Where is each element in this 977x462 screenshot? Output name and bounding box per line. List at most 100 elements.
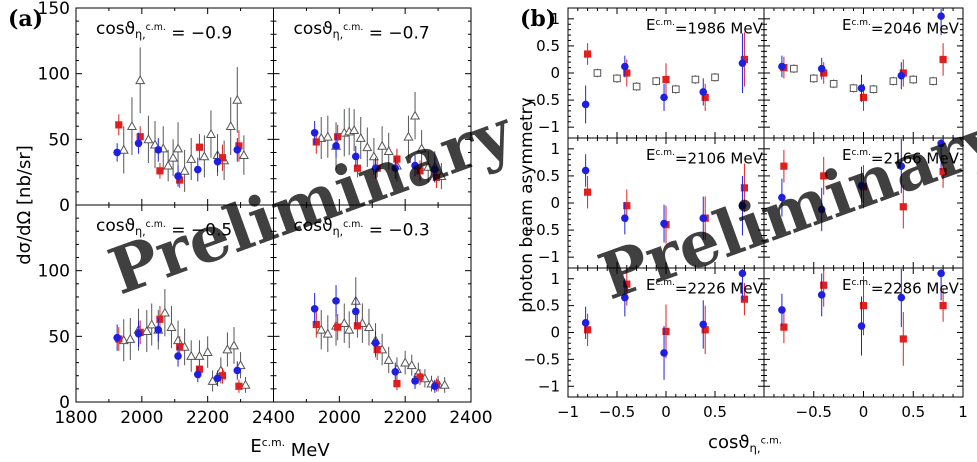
data-point-circle	[937, 269, 945, 278]
data-point-circle	[857, 181, 866, 190]
data-point-triangle	[159, 307, 170, 317]
y-tick-label: −1	[538, 118, 560, 136]
data-point-square	[939, 167, 947, 176]
data-point-triangle	[238, 149, 249, 159]
panel-b-y-axis-label: photon beam asymmetry	[517, 97, 537, 312]
data-point-open-square	[889, 77, 898, 85]
data-point-square	[218, 154, 227, 162]
data-point-square	[176, 176, 184, 184]
x-tick-label: 0.5	[901, 403, 925, 421]
data-point-circle	[897, 71, 906, 80]
data-point-circle	[778, 193, 786, 202]
y-tick-label: −1	[538, 248, 560, 266]
x-tick-label: 1	[958, 403, 968, 421]
data-layer	[113, 9, 947, 393]
data-point-circle	[897, 162, 906, 170]
data-point-open-square	[632, 82, 641, 91]
y-tick-label: 0	[550, 324, 560, 342]
x-tick-label: 2000	[318, 408, 361, 428]
data-point-triangle	[225, 120, 236, 131]
data-point-triangle	[126, 120, 138, 131]
data-point-circle	[391, 367, 400, 376]
data-point-triangle	[349, 124, 360, 134]
y-tick-label: 1	[550, 140, 560, 158]
data-point-circle	[581, 166, 590, 175]
data-point-square	[662, 327, 670, 336]
y-tick-label: 100	[38, 65, 70, 85]
subplot-b-2	[778, 9, 947, 111]
data-point-open-square	[672, 85, 680, 94]
data-point-triangle	[423, 161, 434, 171]
x-tick-label: 2000	[120, 408, 163, 428]
data-point-triangle	[199, 151, 210, 161]
data-point-circle	[371, 339, 380, 347]
data-point-triangle	[141, 325, 152, 335]
data-point-open-square	[829, 80, 838, 88]
data-point-square	[584, 326, 592, 334]
data-point-circle	[233, 146, 242, 154]
subplot-a-2	[310, 92, 447, 190]
data-point-triangle	[339, 317, 350, 328]
data-point-triangle	[400, 357, 411, 367]
x-tick-label: 0.5	[703, 403, 727, 421]
data-point-triangle	[416, 143, 427, 153]
y-tick-label: −0.5	[524, 91, 560, 109]
subplot-b-6	[778, 269, 947, 366]
data-point-circle	[817, 64, 826, 73]
y-tick-label: 50	[48, 130, 70, 150]
data-point-circle	[411, 161, 419, 170]
subplot-a-3	[113, 289, 251, 393]
data-point-square	[584, 188, 592, 196]
data-point-circle	[857, 322, 866, 330]
data-point-square	[740, 55, 748, 64]
data-point-circle	[660, 93, 668, 102]
data-point-circle	[391, 164, 400, 173]
data-point-square	[859, 93, 868, 101]
data-point-circle	[351, 307, 360, 316]
data-point-triangle	[168, 152, 179, 162]
subplot-a-4	[310, 277, 450, 393]
data-point-square	[334, 323, 342, 331]
subplot-b-label: Ec.m.=2046 MeV	[842, 16, 960, 37]
data-point-square	[353, 164, 362, 172]
data-point-open-square	[849, 84, 858, 92]
x-tick-label: 2400	[449, 408, 492, 428]
data-point-circle	[937, 12, 945, 20]
data-point-triangle	[194, 350, 205, 360]
data-point-square	[939, 302, 947, 310]
data-point-circle	[660, 349, 668, 357]
data-point-square	[584, 50, 592, 58]
data-point-triangle	[186, 350, 197, 360]
data-point-square	[432, 173, 441, 182]
data-point-circle	[154, 325, 163, 334]
data-point-square	[176, 343, 184, 351]
data-point-triangle	[240, 379, 251, 389]
data-point-circle	[154, 146, 163, 154]
data-point-triangle	[163, 160, 174, 170]
data-point-triangle	[232, 94, 243, 104]
data-point-circle	[193, 165, 202, 174]
data-point-circle	[817, 205, 826, 214]
data-point-square	[820, 172, 828, 180]
data-point-triangle	[403, 131, 414, 141]
data-point-circle	[310, 128, 319, 137]
y-tick-label: −0.5	[524, 350, 560, 368]
panel-a-x-axis-label: Ec.m. MeV	[250, 436, 330, 461]
y-tick-label: 0.5	[536, 167, 560, 185]
x-tick-label: 2200	[384, 408, 427, 428]
data-point-circle	[778, 62, 786, 71]
subplot-b-label: Ec.m.=1986 MeV	[646, 16, 764, 37]
data-point-triangle	[143, 134, 154, 144]
data-point-square	[820, 69, 828, 77]
data-point-square	[393, 380, 401, 388]
data-point-circle	[897, 293, 906, 302]
data-point-circle	[738, 59, 747, 68]
data-point-square	[939, 55, 947, 64]
y-tick-label: 50	[48, 327, 70, 347]
data-point-circle	[738, 269, 747, 278]
data-point-triangle	[172, 335, 184, 345]
data-point-square	[416, 373, 424, 381]
data-point-square	[820, 281, 828, 289]
data-point-open-square	[809, 74, 818, 83]
data-point-open-square	[652, 77, 661, 85]
